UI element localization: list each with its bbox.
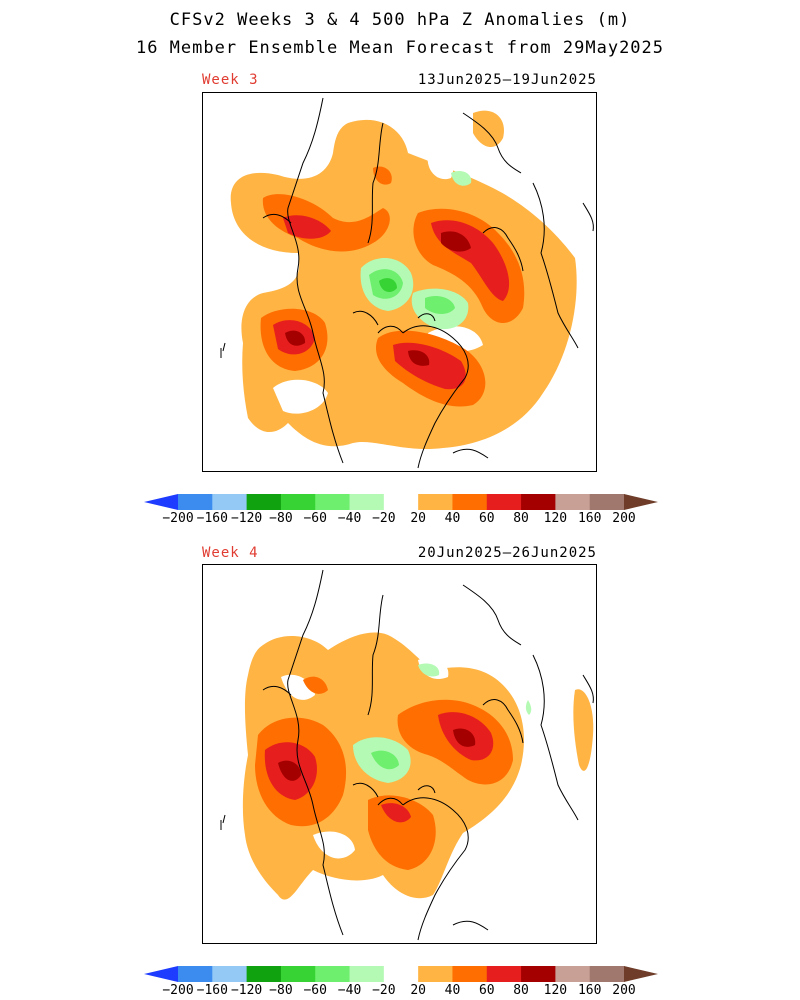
- near-zero-region: [427, 152, 454, 180]
- anomaly-neg20-region: [451, 171, 472, 186]
- colorbar-tick-label: 80: [513, 511, 529, 526]
- colorbar-box: [178, 494, 213, 510]
- colorbar-arrow-high: [624, 494, 658, 510]
- colorbar-box: [383, 494, 419, 510]
- colorbar-box: [486, 494, 522, 510]
- anomaly-neg20-region: [418, 663, 440, 677]
- colorbar-box: [280, 966, 316, 982]
- anomaly-neg20-region: [525, 700, 532, 715]
- colorbar-box: [418, 966, 453, 982]
- colorbar-tick-label: −160: [196, 983, 228, 998]
- colorbar-box: [212, 494, 248, 510]
- week3-map-graphic: [220, 97, 594, 469]
- colorbar-tick-label: 200: [612, 511, 636, 526]
- colorbar-box: [246, 966, 282, 982]
- colorbar-box: [349, 966, 385, 982]
- anomaly-60-region: [381, 803, 411, 823]
- colorbar-tick-label: −20: [372, 983, 396, 998]
- colorbar-tick-label: 120: [543, 511, 568, 526]
- colorbar-arrow-high: [624, 966, 658, 982]
- colorbar-tick-label: −60: [303, 511, 327, 526]
- coastlines: [220, 97, 594, 469]
- anomaly-40-region: [373, 166, 392, 185]
- week4-anomaly-map: [202, 564, 597, 944]
- colorbar-tick-label: 200: [612, 983, 636, 998]
- colorbar-tick-label: −40: [337, 511, 362, 526]
- colorbar-tick-label: 120: [543, 983, 568, 998]
- colorbar-tick-label: 60: [478, 983, 495, 998]
- colorbar-box: [178, 966, 213, 982]
- anomaly-neg60-region: [379, 278, 397, 293]
- colorbar-tick-label: 40: [444, 983, 461, 998]
- week4-date-range: 20Jun2025–26Jun2025: [417, 545, 597, 561]
- coastlines: [220, 569, 594, 941]
- near-zero-region: [313, 831, 355, 859]
- colorbar-box: [315, 966, 351, 982]
- colorbar-tick-label: 160: [577, 511, 602, 526]
- colorbar-box: [280, 494, 316, 510]
- anomaly-80-region: [408, 350, 430, 366]
- week3-date-range: 13Jun2025–19Jun2025: [417, 72, 597, 88]
- colorbar-tick-label: −120: [230, 511, 263, 526]
- colorbar-box: [383, 966, 419, 982]
- colorbar-tick-label: 20: [410, 983, 426, 998]
- colorbar-box: [246, 494, 282, 510]
- anomaly-80-region: [278, 760, 301, 781]
- colorbar-tick-label: 160: [577, 983, 602, 998]
- colorbar-tick-label: −120: [230, 983, 263, 998]
- colorbar-tick-label: 80: [513, 983, 529, 998]
- figure-subtitle: 16 Member Ensemble Mean Forecast from 29…: [135, 38, 665, 58]
- anomaly-neg40-region: [425, 296, 455, 315]
- colorbar-arrow-low: [144, 494, 178, 510]
- colorbar-tick-label: −160: [196, 511, 228, 526]
- colorbar-tick-label: 20: [410, 511, 426, 526]
- week3-label: Week 3: [202, 72, 259, 88]
- colorbar-tick-label: −60: [303, 983, 327, 998]
- colorbar-box: [589, 966, 625, 982]
- colorbar-tick-label: 60: [478, 511, 495, 526]
- anomaly-80-region: [285, 330, 306, 346]
- week4-label: Week 4: [202, 545, 259, 561]
- colorbar-box: [349, 494, 385, 510]
- week3-anomaly-map: [202, 92, 597, 472]
- colorbar-tick-label: −80: [269, 983, 293, 998]
- anomaly-40-region: [262, 194, 390, 252]
- colorbar-tick-label: −80: [269, 511, 293, 526]
- colorbar-box: [555, 494, 591, 510]
- figure-title: CFSv2 Weeks 3 & 4 500 hPa Z Anomalies (m…: [169, 10, 631, 30]
- colorbar-box: [418, 494, 453, 510]
- colorbar-box: [315, 494, 351, 510]
- anomaly-80-region: [441, 231, 471, 252]
- colorbar-box: [555, 966, 591, 982]
- colorbar-tick-label: −40: [337, 983, 362, 998]
- week4-colorbar-ticks: −200 −160 −120 −80 −60 −40 −20 20 40 60 80 120 160 20…: [0, 983, 800, 999]
- colorbar-box: [589, 494, 625, 510]
- near-zero-region: [273, 379, 328, 414]
- anomaly-80-region: [453, 728, 476, 747]
- colorbar-tick-label: −200: [162, 511, 194, 526]
- anomaly-20-region: [473, 110, 504, 148]
- colorbar-box: [212, 966, 248, 982]
- colorbar-box: [521, 966, 556, 982]
- week3-colorbar-ticks: −200 −160 −120 −80 −60 −40 −20 20 40 60 80 120 160 20…: [0, 511, 800, 527]
- colorbar-box: [521, 494, 556, 510]
- anomaly-neg40-region: [371, 750, 399, 770]
- week4-colorbar: [144, 966, 658, 982]
- anomaly-40-region: [303, 676, 328, 694]
- week4-map-graphic: [220, 569, 594, 941]
- anomaly-20-region: [573, 689, 594, 771]
- colorbar-tick-label: 40: [444, 511, 461, 526]
- anomaly-60-region: [283, 215, 331, 239]
- anomaly-40-region: [368, 795, 436, 870]
- colorbar-tick-label: −20: [372, 511, 396, 526]
- week3-colorbar: [144, 494, 658, 510]
- colorbar-box: [452, 966, 488, 982]
- colorbar-tick-label: −200: [162, 983, 194, 998]
- colorbar-arrow-low: [144, 966, 178, 982]
- colorbar-box: [452, 494, 488, 510]
- colorbar-box: [486, 966, 522, 982]
